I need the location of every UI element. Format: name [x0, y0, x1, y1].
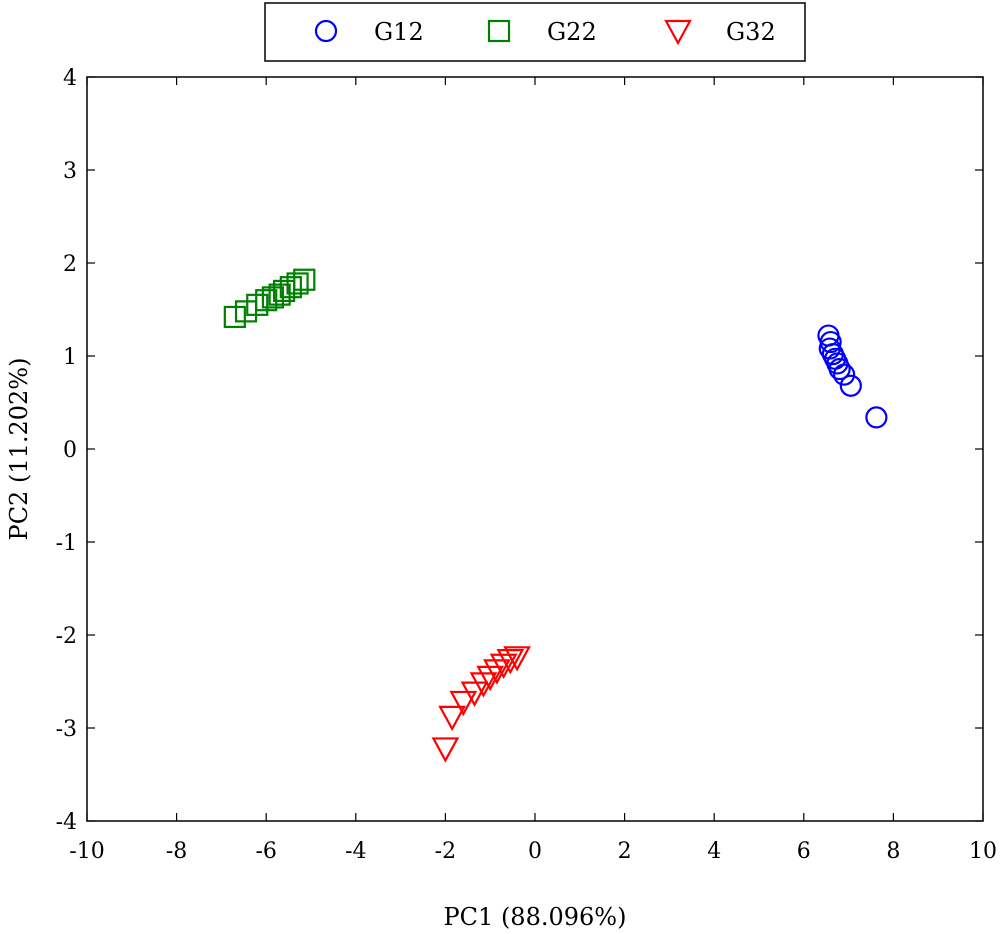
- x-tick-label: -6: [255, 839, 276, 864]
- data-point-g12: [819, 330, 842, 354]
- data-point-g12: [833, 363, 856, 386]
- y-tick-label: 0: [63, 438, 77, 463]
- data-point-g32: [503, 646, 531, 672]
- legend-box: [264, 2, 806, 62]
- y-tick-label: 4: [63, 66, 77, 91]
- legend-label-g22: G22: [547, 18, 597, 46]
- x-tick-label: -2: [435, 839, 456, 864]
- series-g32: [431, 646, 531, 763]
- x-tick-label: 6: [797, 839, 811, 864]
- y-tick-label: -3: [56, 717, 77, 742]
- legend-marker-g12: [314, 19, 338, 43]
- data-point-g32: [489, 653, 518, 680]
- x-tick-label: -10: [69, 839, 104, 864]
- data-point-g22: [293, 268, 316, 291]
- y-axis: -4 -3 -2 -1 0 1 2 3 4: [56, 66, 983, 835]
- series-g22: [223, 268, 316, 329]
- legend-label-g32: G32: [726, 18, 776, 46]
- data-point-g22: [234, 300, 258, 323]
- legend: G12 G22 G32: [264, 2, 806, 62]
- plot-area-frame: [86, 76, 984, 822]
- data-point-g22: [273, 279, 296, 302]
- x-tick-label: 0: [528, 839, 542, 864]
- data-point-g32: [469, 672, 498, 698]
- series-g12: [817, 324, 888, 429]
- y-tick-label: 3: [63, 159, 77, 184]
- data-point-g32: [438, 705, 466, 732]
- data-point-g22: [279, 276, 302, 299]
- data-point-g32: [431, 737, 460, 763]
- legend-marker-g32: [664, 19, 692, 46]
- x-tick-label: 4: [707, 839, 721, 864]
- y-tick-label: 1: [63, 345, 77, 370]
- x-tick-label: -8: [166, 839, 187, 864]
- x-axis: -10 -8 -6 -4 -2 0 2 4 6 8 10: [69, 77, 997, 864]
- data-point-g12: [839, 374, 862, 397]
- y-tick-label: -4: [56, 810, 77, 835]
- y-tick-label: -2: [56, 624, 77, 649]
- data-point-g12: [865, 406, 888, 429]
- legend-label-g12: G12: [374, 18, 424, 46]
- y-tick-label: 2: [63, 252, 77, 277]
- data-point-g32: [496, 649, 525, 675]
- x-tick-label: 8: [886, 839, 900, 864]
- data-point-g32: [483, 659, 511, 685]
- x-axis-title: PC1 (88.096%): [444, 903, 627, 931]
- data-point-g22: [223, 305, 246, 329]
- data-point-g22: [268, 283, 291, 306]
- data-point-g32: [460, 681, 489, 707]
- legend-marker-g22: [487, 19, 511, 43]
- data-point-g12: [828, 357, 851, 381]
- data-point-g32: [476, 665, 505, 692]
- x-tick-label: 2: [618, 839, 632, 864]
- x-tick-label: -4: [345, 839, 366, 864]
- data-point-g32: [449, 690, 478, 717]
- y-tick-label: -1: [56, 531, 77, 556]
- data-points: [223, 268, 888, 763]
- data-point-g22: [286, 272, 309, 295]
- x-tick-label: 10: [969, 839, 997, 864]
- y-axis-title: PC2 (11.202%): [5, 358, 33, 541]
